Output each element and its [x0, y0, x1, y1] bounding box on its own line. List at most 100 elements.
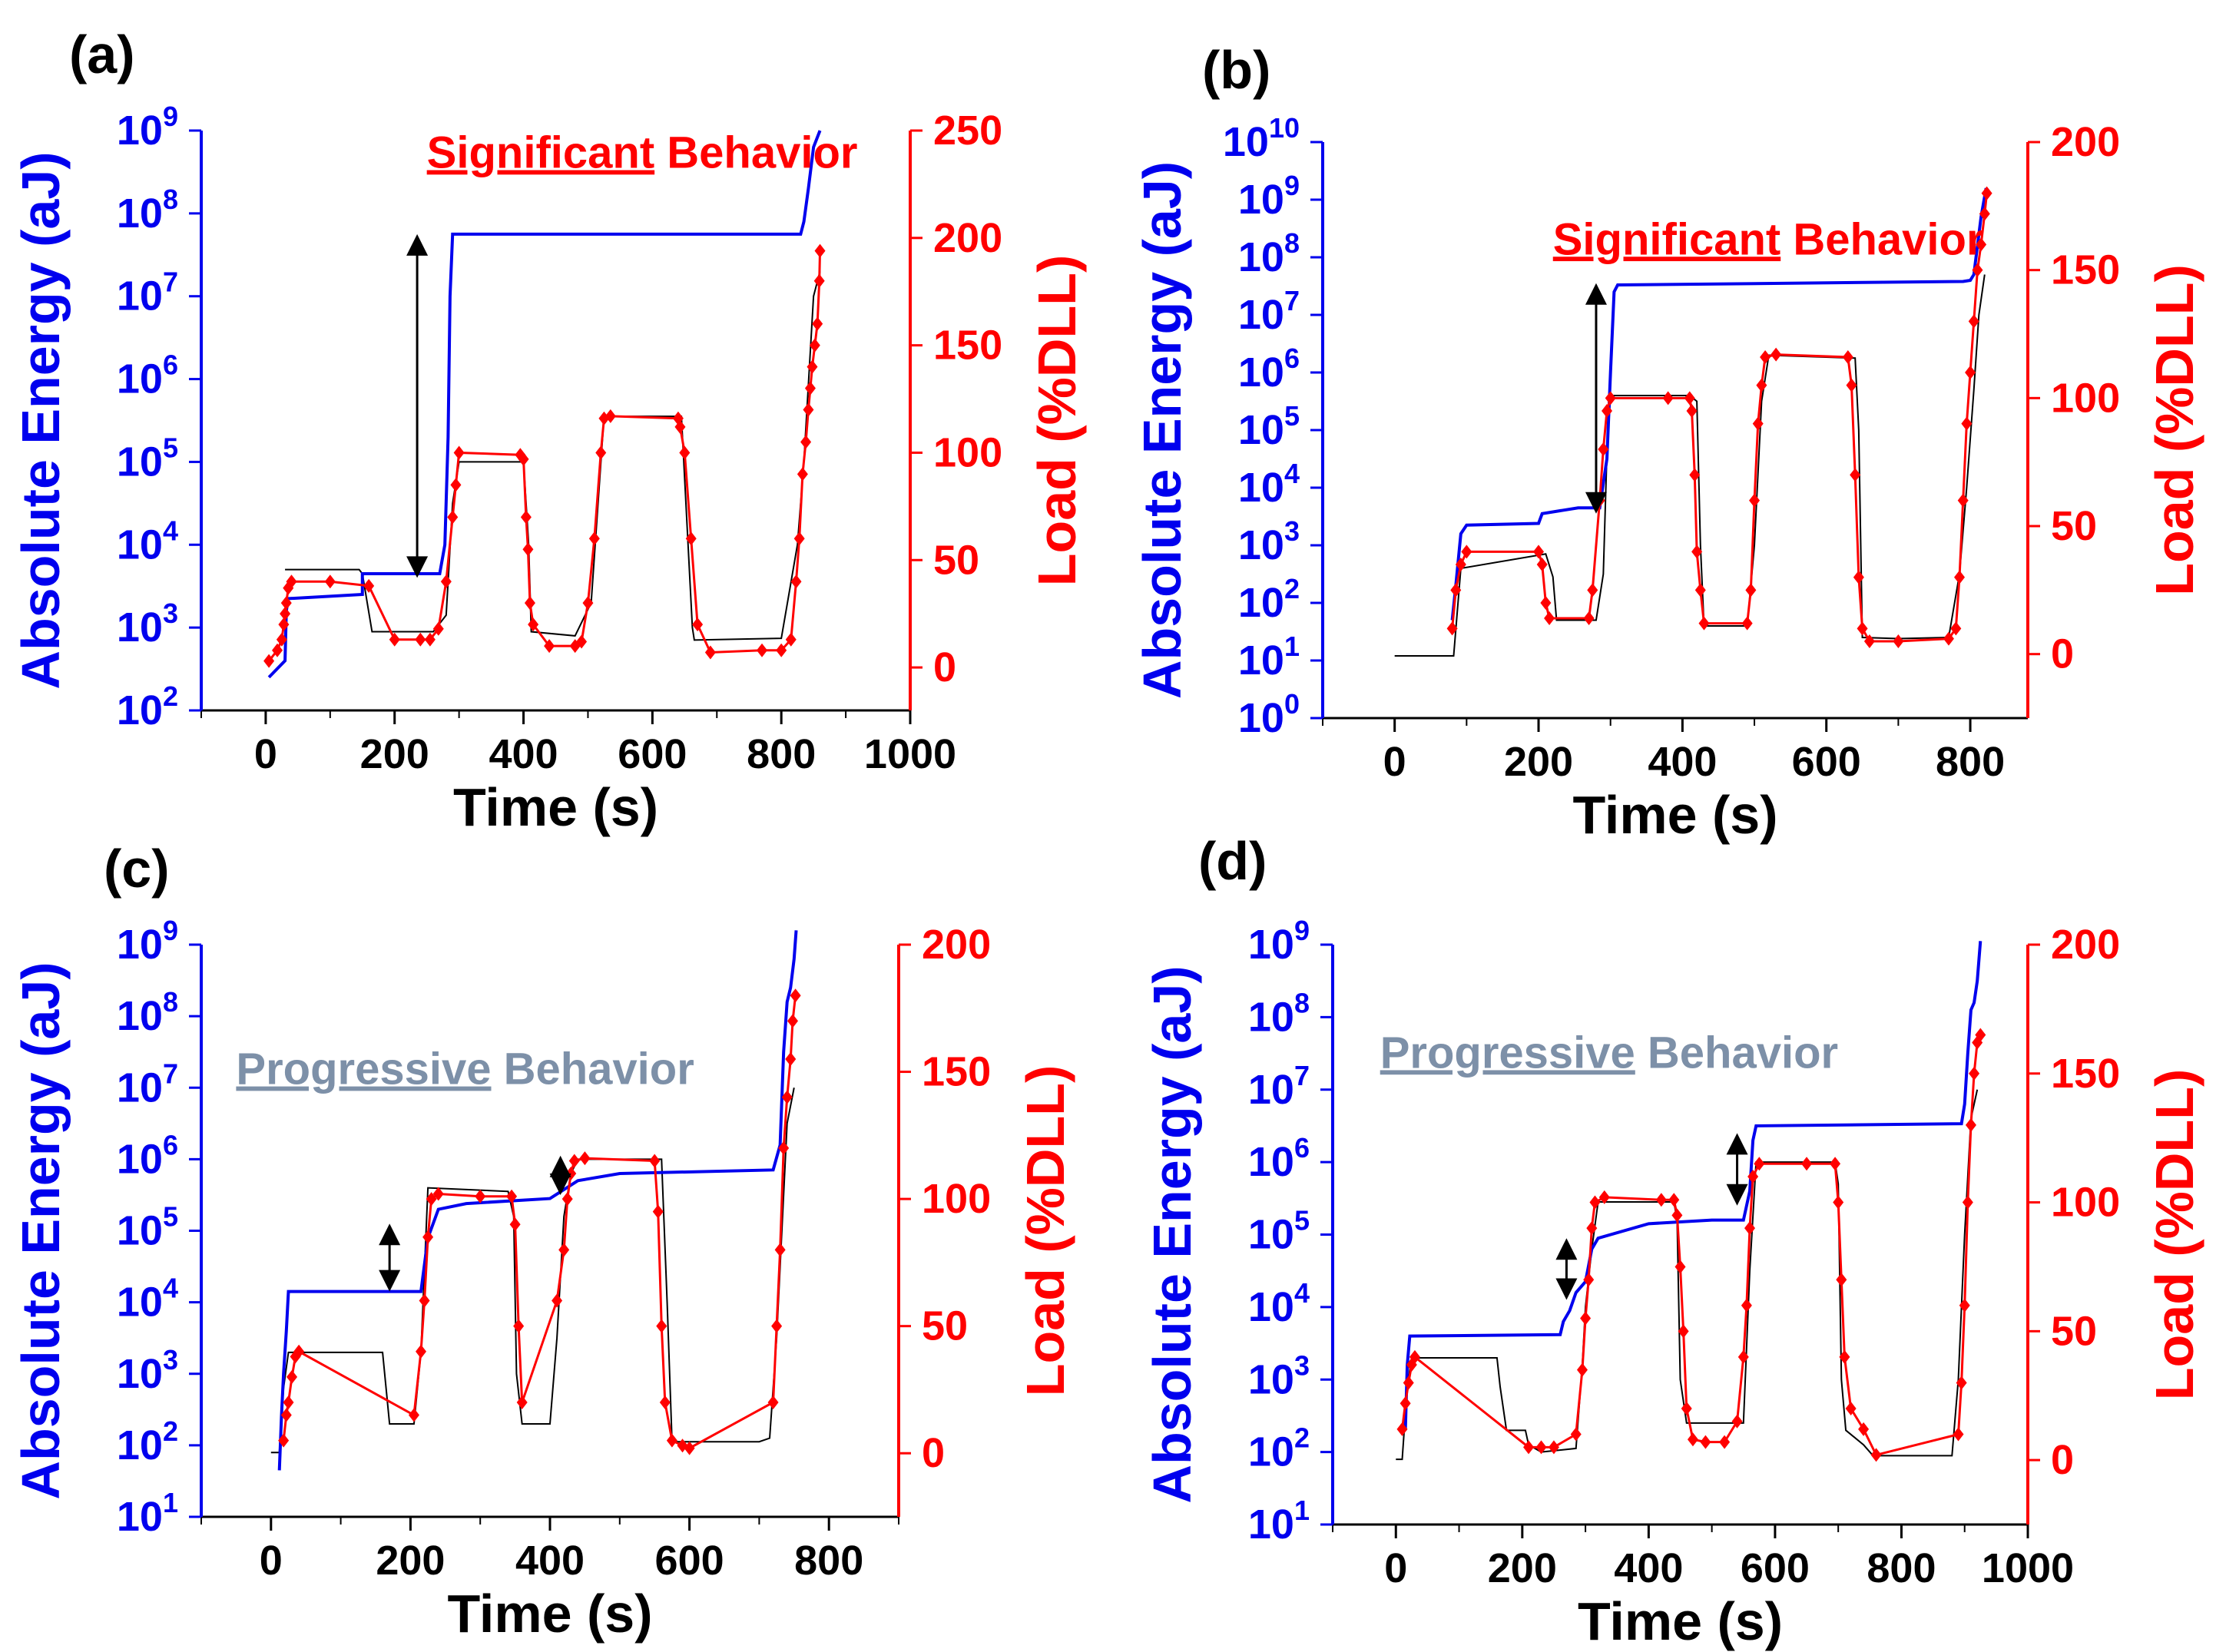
panel-d-left-tick-label: 104	[1248, 1277, 1310, 1330]
panel-c-load-point	[516, 1395, 528, 1409]
panel-d-left-tick-label: 109	[1248, 915, 1310, 968]
panel-d-load-point	[1747, 1170, 1759, 1184]
panel-c-energy-line	[277, 930, 798, 1471]
panel-d-x-tick-label: 400	[1614, 1545, 1683, 1591]
panel-a-arrow-head-down	[406, 556, 429, 578]
panel-a-load-point	[447, 510, 459, 525]
panel-d-load-point	[1674, 1260, 1686, 1274]
panel-a-load-point	[674, 419, 686, 434]
panel-a-x-tick-label: 800	[747, 731, 816, 777]
panel-c-x-tick-label: 400	[515, 1538, 585, 1584]
panel-a-load-point	[813, 273, 825, 288]
panel-d-right-tick-label: 0	[2051, 1437, 2074, 1483]
panel-a-x-tick-label: 400	[489, 731, 558, 777]
panel-c-load-point	[558, 1243, 570, 1257]
panel-b-load-point	[1684, 391, 1695, 406]
panel-b-left-tick-label: 105	[1238, 400, 1300, 453]
panel-a-load-point	[814, 243, 826, 258]
panel-b-load-point	[1662, 391, 1674, 406]
panel-a-load-point	[286, 574, 297, 589]
panel-c-load-point	[684, 1441, 695, 1455]
panel-a-x-axis-title: Time (s)	[453, 777, 658, 837]
panel-d-load-point	[1741, 1298, 1752, 1313]
panel-a-load-point	[692, 617, 704, 632]
panel-d-load-point	[1580, 1311, 1592, 1326]
panel-c-left-tick-label: 101	[117, 1487, 178, 1540]
panel-d-behavior-annotation: Progressive Behavior	[1380, 1028, 1838, 1078]
panel-b-load-point	[1461, 545, 1472, 559]
panel-c-left-tick-label: 102	[117, 1415, 178, 1468]
panel-d-x-tick-label: 800	[1867, 1545, 1936, 1591]
panel-d-load-point	[1655, 1193, 1667, 1207]
panel-c-right-tick-label: 150	[922, 1049, 991, 1095]
panel-d-left-tick-label: 108	[1248, 987, 1310, 1040]
panel-c-arrow-head-down	[549, 1173, 571, 1195]
panel-a-load-point	[528, 617, 539, 632]
panel-c-load-point	[280, 1408, 292, 1422]
panel-c-left-tick-label: 104	[117, 1273, 178, 1326]
panel-b-left-tick-label: 101	[1238, 631, 1300, 684]
panel-d-load-point	[1870, 1448, 1882, 1462]
panel-a-load-point	[544, 639, 555, 654]
panel-a-right-axis-title: Load (%DLL)	[1027, 255, 1087, 587]
panel-b-load-point	[1981, 186, 1992, 200]
panel-a-load-point	[685, 531, 697, 546]
panel-d-load-point	[1830, 1157, 1841, 1171]
panel-c-arrow-head-down	[379, 1270, 401, 1292]
panel-d-load-point	[1668, 1193, 1680, 1207]
panel-c-load-point	[513, 1319, 525, 1333]
panel-d-load-point	[1570, 1427, 1582, 1442]
panel-a-load-point	[524, 596, 535, 611]
panel-a-left-tick-label: 108	[117, 184, 178, 237]
panel-c-load-point	[781, 1090, 793, 1104]
panel-b-right-axis-title: Load (%DLL)	[2145, 264, 2204, 596]
panel-b-load-point	[1972, 263, 1983, 277]
panel-d-right-tick-label: 50	[2051, 1308, 2097, 1354]
panel-c-left-tick-label: 107	[117, 1058, 178, 1111]
panel-a-load-point	[272, 643, 283, 657]
panel-a-right-tick-label: 0	[933, 644, 956, 690]
panel-a-load-point	[518, 452, 529, 466]
panel-a-left-tick-label: 103	[117, 598, 178, 651]
panel-d-left-tick-label: 107	[1248, 1060, 1310, 1113]
panel-d-x-tick-label: 0	[1384, 1545, 1407, 1591]
panel-b-x-tick-label: 400	[1648, 739, 1717, 785]
panel-d-arrow-head-down	[1726, 1184, 1748, 1206]
panel-c-right-tick-label: 50	[922, 1303, 968, 1349]
panel-a-load-point	[793, 531, 805, 546]
panel-a-arrow-head-up	[406, 233, 429, 256]
panel-b-load-point	[1756, 378, 1767, 392]
panel-d-arrow-head-down	[1555, 1278, 1578, 1300]
panel-d-load-point	[1400, 1396, 1411, 1411]
panel-b-load-point	[1446, 621, 1458, 636]
panel-b-load-point	[1689, 468, 1701, 482]
panel-a-load-point	[803, 402, 814, 417]
panel-a-load-point	[790, 574, 802, 589]
panel-b-left-tick-label: 106	[1238, 343, 1300, 396]
panel-a-right-tick-label: 200	[933, 215, 1002, 261]
panel-c-left-tick-label: 108	[117, 986, 178, 1039]
panel-c-load-point	[785, 1052, 797, 1066]
panel-b-x-tick-label: 200	[1504, 739, 1573, 785]
panel-c-load-point	[475, 1189, 486, 1203]
panel-b-right-tick-label: 100	[2051, 375, 2120, 421]
panel-a-x-tick-label: 600	[618, 731, 687, 777]
panel-d-load-point	[1959, 1298, 1970, 1313]
panel-d-load-point	[1953, 1427, 1964, 1442]
panel-b-signal-line	[1394, 274, 1986, 657]
panel-c-left-tick-label: 109	[117, 915, 178, 968]
panel-a-load-point	[415, 632, 426, 647]
panel-d-left-tick-label: 102	[1248, 1422, 1310, 1475]
panel-d-left-tick-label: 106	[1248, 1132, 1310, 1185]
panel-c-load-point	[419, 1293, 430, 1308]
panel-c-load-point	[652, 1204, 664, 1219]
panel-a-load-point	[424, 632, 436, 647]
panel-c-right-axis-title: Load (%DLL)	[1015, 1065, 1075, 1397]
panel-c-x-tick-label: 200	[376, 1538, 445, 1584]
panel-a-load-point	[804, 381, 816, 396]
panel-c-x-axis-title: Time (s)	[447, 1584, 652, 1644]
panel-d-load-point	[1681, 1402, 1692, 1415]
panel-c-load-point	[283, 1395, 294, 1409]
panel-a-load-point	[280, 596, 292, 611]
